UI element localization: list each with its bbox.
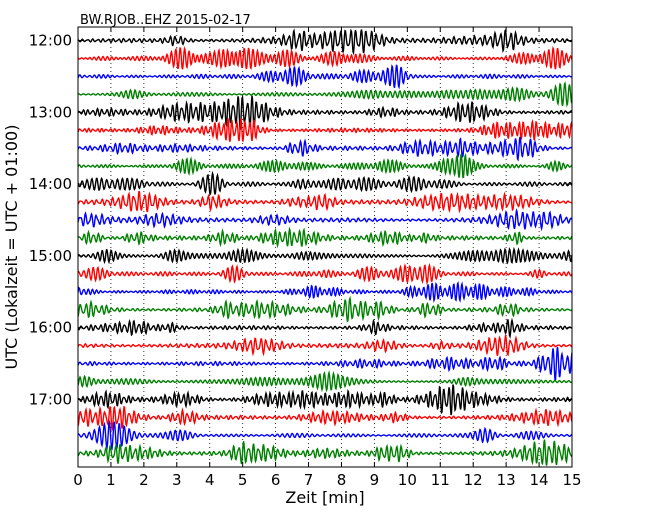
y-tick-label: 15:00 xyxy=(29,247,72,265)
trace-1700 xyxy=(77,384,573,416)
trace-1215 xyxy=(77,45,573,71)
x-tick-label: 4 xyxy=(205,471,215,489)
x-tick-label: 14 xyxy=(530,471,549,489)
x-tick-label: 5 xyxy=(238,471,248,489)
x-tick-label: 11 xyxy=(431,471,450,489)
trace-1445 xyxy=(77,226,573,249)
trace-1345 xyxy=(77,153,573,179)
x-tick-label: 2 xyxy=(139,471,149,489)
x-tick-label: 15 xyxy=(562,471,581,489)
trace-1630 xyxy=(77,346,573,381)
x-tick-label: 12 xyxy=(464,471,483,489)
x-tick-label: 10 xyxy=(398,471,417,489)
grid-lines xyxy=(110,27,540,467)
trace-1315 xyxy=(77,117,573,142)
y-tick-label: 16:00 xyxy=(29,319,72,337)
trace-1730 xyxy=(77,420,573,451)
x-axis-label: Zeit [min] xyxy=(285,488,364,507)
trace-1430 xyxy=(77,208,573,232)
x-tick-label: 3 xyxy=(172,471,182,489)
x-tick-label: 0 xyxy=(73,471,83,489)
trace-1515 xyxy=(77,262,573,285)
trace-1245 xyxy=(77,81,573,108)
x-tick-label: 13 xyxy=(497,471,516,489)
x-tick-label: 1 xyxy=(106,471,116,489)
x-axis-ticks: 0 1 2 3 4 5 6 7 8 9 10 11 12 13 14 15 xyxy=(73,27,582,489)
trace-1230 xyxy=(77,64,573,90)
trace-1330 xyxy=(77,136,573,162)
trace-1615 xyxy=(77,333,573,357)
y-tick-label: 12:00 xyxy=(29,32,72,50)
y-tick-label: 13:00 xyxy=(29,103,72,121)
traces xyxy=(77,28,573,466)
x-tick-label: 9 xyxy=(370,471,380,489)
trace-1715 xyxy=(77,405,573,432)
y-axis-ticks: 12:00 13:00 14:00 15:00 16:00 17:00 xyxy=(29,32,572,409)
trace-1200 xyxy=(77,28,573,56)
x-tick-label: 7 xyxy=(304,471,314,489)
y-tick-label: 14:00 xyxy=(29,175,72,193)
x-tick-label: 6 xyxy=(271,471,281,489)
trace-1300 xyxy=(77,94,573,132)
trace-1545 xyxy=(77,295,573,323)
trace-1645 xyxy=(77,369,573,393)
chart-title: BW.RJOB..EHZ 2015-02-17 xyxy=(80,13,251,28)
x-tick-label: 8 xyxy=(337,471,347,489)
plot-frame xyxy=(77,26,573,468)
trace-1415 xyxy=(77,190,573,214)
trace-1500 xyxy=(77,246,573,265)
trace-1600 xyxy=(77,317,573,340)
y-axis-label: UTC (Lokalzeit = UTC + 01:00) xyxy=(2,125,21,370)
trace-1745 xyxy=(77,439,573,466)
trace-1400 xyxy=(77,170,573,196)
y-tick-label: 17:00 xyxy=(29,391,72,409)
trace-1530 xyxy=(77,281,573,304)
